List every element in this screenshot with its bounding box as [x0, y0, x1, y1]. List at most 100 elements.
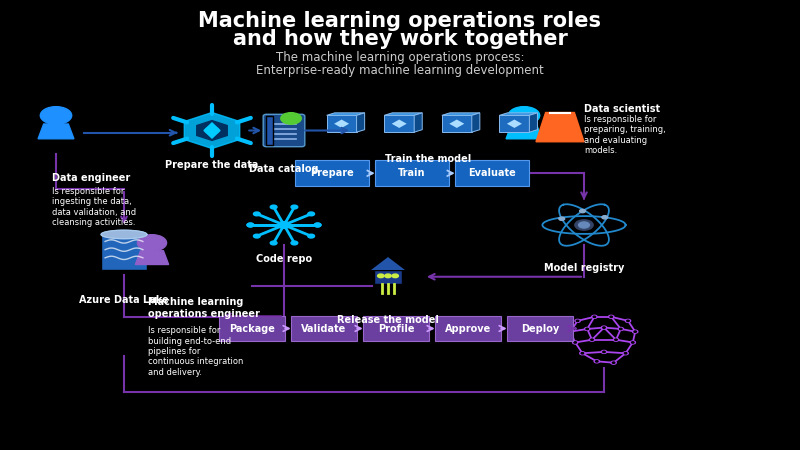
- FancyBboxPatch shape: [363, 316, 429, 341]
- Circle shape: [586, 328, 589, 329]
- Text: Validate: Validate: [302, 324, 346, 333]
- Text: The machine learning operations process:: The machine learning operations process:: [276, 51, 524, 64]
- Text: Machine learning operations roles: Machine learning operations roles: [198, 11, 602, 31]
- Polygon shape: [184, 112, 240, 148]
- Circle shape: [580, 352, 585, 355]
- Circle shape: [291, 205, 298, 209]
- Text: Train: Train: [398, 168, 426, 178]
- Polygon shape: [197, 121, 227, 140]
- FancyBboxPatch shape: [375, 160, 449, 186]
- Circle shape: [581, 353, 584, 354]
- Circle shape: [632, 342, 634, 343]
- Text: Train the model: Train the model: [385, 154, 471, 164]
- Circle shape: [623, 352, 628, 355]
- Circle shape: [585, 328, 590, 330]
- Text: Is responsible for
building end-to-end
pipelines for
continuous integration
and : Is responsible for building end-to-end p…: [148, 326, 243, 377]
- FancyBboxPatch shape: [266, 116, 273, 145]
- Text: Deploy: Deploy: [521, 324, 559, 333]
- Circle shape: [610, 316, 613, 318]
- Polygon shape: [135, 251, 169, 265]
- Circle shape: [590, 339, 594, 340]
- FancyBboxPatch shape: [455, 160, 529, 186]
- Circle shape: [568, 330, 573, 333]
- Circle shape: [138, 235, 166, 251]
- Text: Approve: Approve: [445, 324, 491, 333]
- Circle shape: [602, 351, 606, 353]
- Circle shape: [392, 274, 398, 278]
- Polygon shape: [384, 113, 422, 115]
- Circle shape: [578, 222, 590, 228]
- Polygon shape: [204, 123, 220, 138]
- Circle shape: [590, 338, 594, 341]
- Polygon shape: [499, 113, 538, 115]
- Circle shape: [270, 205, 277, 209]
- FancyBboxPatch shape: [295, 160, 369, 186]
- Circle shape: [609, 315, 614, 318]
- Text: Data scientist: Data scientist: [584, 104, 660, 113]
- Text: Is responsible for
preparing, training,
and evaluating
models.: Is responsible for preparing, training, …: [584, 115, 666, 155]
- Polygon shape: [101, 230, 147, 238]
- Circle shape: [603, 327, 606, 328]
- Circle shape: [281, 112, 302, 124]
- Circle shape: [627, 320, 630, 322]
- FancyBboxPatch shape: [507, 316, 573, 341]
- Circle shape: [619, 328, 622, 329]
- Polygon shape: [326, 115, 357, 132]
- Circle shape: [508, 107, 540, 124]
- Polygon shape: [38, 124, 74, 139]
- Circle shape: [247, 223, 254, 227]
- Circle shape: [592, 315, 597, 318]
- Polygon shape: [357, 113, 365, 132]
- Circle shape: [580, 209, 586, 213]
- Circle shape: [626, 320, 630, 322]
- Text: Data catalog: Data catalog: [250, 164, 318, 174]
- Circle shape: [270, 241, 277, 245]
- Polygon shape: [507, 120, 522, 128]
- Polygon shape: [442, 115, 472, 132]
- Polygon shape: [450, 120, 464, 128]
- Circle shape: [633, 330, 638, 333]
- FancyBboxPatch shape: [263, 114, 305, 147]
- Circle shape: [576, 320, 579, 322]
- Circle shape: [569, 331, 571, 332]
- FancyBboxPatch shape: [291, 316, 357, 341]
- Polygon shape: [472, 113, 480, 132]
- Polygon shape: [326, 113, 365, 115]
- Circle shape: [378, 274, 384, 278]
- Polygon shape: [392, 120, 406, 128]
- Polygon shape: [334, 120, 349, 128]
- Circle shape: [385, 274, 391, 278]
- Circle shape: [278, 221, 290, 229]
- Polygon shape: [499, 115, 530, 132]
- Circle shape: [573, 341, 578, 344]
- Circle shape: [594, 360, 599, 363]
- Circle shape: [614, 339, 618, 340]
- Circle shape: [291, 241, 298, 245]
- Circle shape: [254, 212, 260, 216]
- Polygon shape: [530, 113, 538, 132]
- Circle shape: [314, 223, 321, 227]
- Text: Evaluate: Evaluate: [468, 168, 516, 178]
- Polygon shape: [442, 113, 480, 115]
- Circle shape: [630, 341, 635, 344]
- Circle shape: [611, 361, 616, 364]
- Text: Is responsible for
ingesting the data,
data validation, and
cleansing activities: Is responsible for ingesting the data, d…: [52, 187, 136, 227]
- Circle shape: [593, 316, 595, 318]
- Text: Machine learning
operations engineer: Machine learning operations engineer: [148, 297, 260, 319]
- Text: Package: Package: [229, 324, 275, 333]
- Text: Azure Data Lake: Azure Data Lake: [79, 295, 169, 305]
- Polygon shape: [384, 115, 414, 132]
- Circle shape: [205, 126, 219, 135]
- Circle shape: [575, 320, 580, 322]
- Circle shape: [602, 326, 606, 329]
- Circle shape: [602, 216, 608, 219]
- Circle shape: [308, 212, 314, 216]
- Polygon shape: [414, 113, 422, 132]
- Circle shape: [618, 328, 623, 330]
- Circle shape: [614, 338, 618, 341]
- Polygon shape: [371, 257, 405, 270]
- Circle shape: [603, 351, 606, 353]
- Circle shape: [574, 342, 576, 343]
- FancyBboxPatch shape: [435, 316, 501, 341]
- FancyBboxPatch shape: [101, 234, 147, 270]
